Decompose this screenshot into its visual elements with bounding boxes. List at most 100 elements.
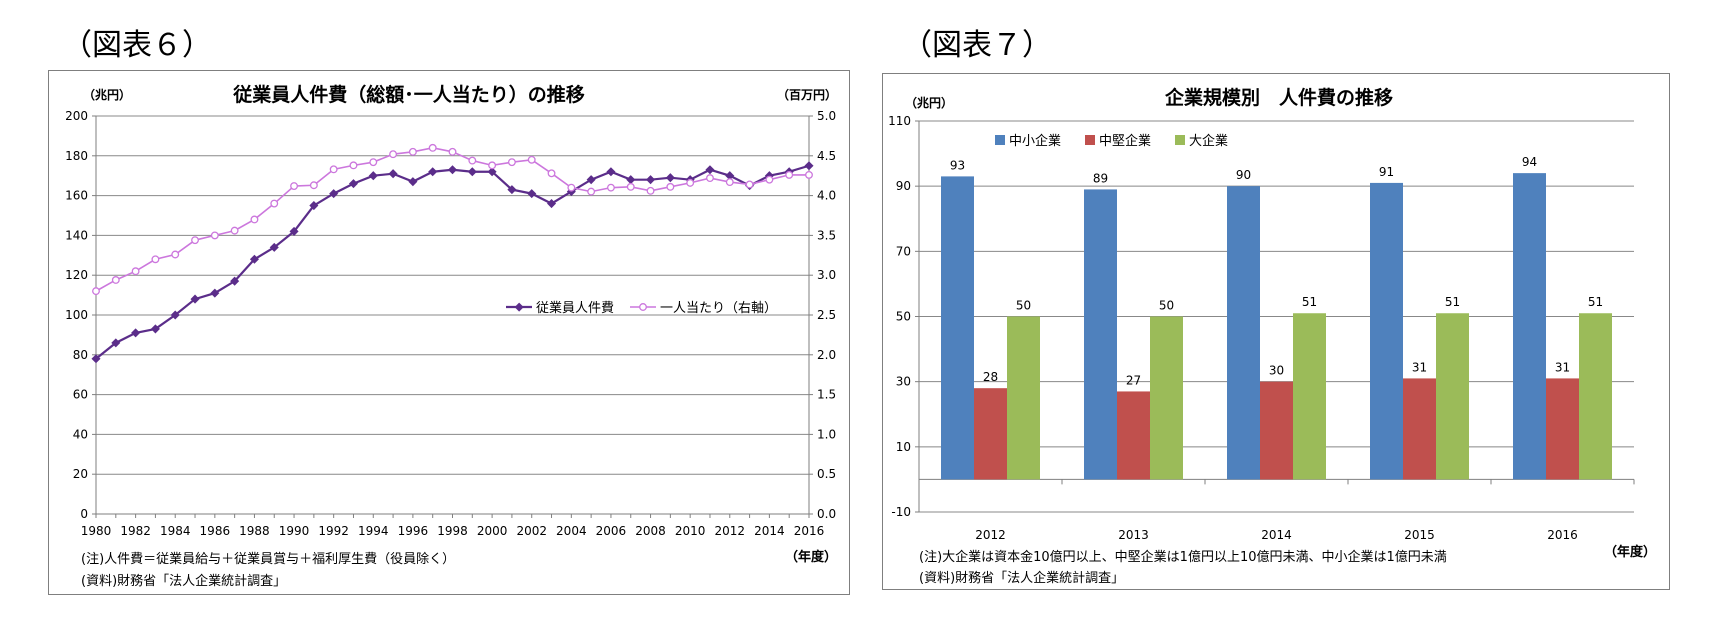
chart6-point-per-capita — [408, 147, 417, 156]
chart6-point-total — [428, 167, 438, 177]
chart7-bar-small — [941, 176, 974, 480]
chart6-left-tick-label: 140 — [65, 228, 88, 242]
figure6-chart: 従業員人件費（総額･一人当たり）の推移 （兆円） （百万円） （年度） (注)人… — [65, 83, 837, 589]
chart6-ylabel-right: （百万円） — [777, 87, 837, 102]
chart7-legend-swatch — [1085, 135, 1095, 145]
chart7-y-tick-label: -10 — [891, 505, 911, 519]
chart6-left-tick-label: 0 — [80, 507, 88, 521]
chart6-x-tick-label: 1992 — [318, 524, 349, 538]
chart7-bar-mid — [1403, 378, 1436, 480]
chart7-data-label: 27 — [1126, 373, 1141, 387]
chart6-left-tick-label: 160 — [65, 189, 88, 203]
chart6-point-total — [111, 338, 121, 348]
chart6-x-tick-label: 1988 — [239, 524, 270, 538]
chart6-point-per-capita — [111, 276, 120, 284]
chart6-x-tick-label: 1986 — [200, 524, 231, 538]
chart7-x-tick-label: 2013 — [1118, 528, 1149, 542]
chart6-x-tick-label: 1984 — [160, 524, 191, 538]
chart6-point-per-capita — [507, 158, 516, 167]
chart6-point-per-capita — [230, 226, 239, 235]
chart6-point-per-capita — [468, 156, 477, 165]
chart6-point-total — [408, 177, 418, 187]
chart7-data-label: 91 — [1379, 165, 1394, 179]
chart6-point-total — [804, 161, 814, 171]
chart6-point-total — [388, 169, 398, 179]
chart6-x-tick-label: 2010 — [675, 524, 706, 538]
chart7-bar-large — [1579, 313, 1612, 480]
chart7-bar-small — [1370, 182, 1403, 480]
chart7-bar-large — [1150, 316, 1183, 480]
chart6-right-tick-label: 4.0 — [817, 189, 836, 203]
chart7-data-label: 28 — [983, 370, 998, 384]
chart6-left-tick-label: 80 — [73, 348, 88, 362]
chart6-series-line-total — [95, 164, 810, 360]
chart7-x-tick-label: 2012 — [975, 528, 1006, 542]
chart6-point-per-capita — [626, 182, 635, 191]
chart6-point-per-capita — [171, 250, 180, 259]
chart6-source: (資料)財務省「法人企業統計調査」 — [81, 573, 286, 589]
chart6-title: 従業員人件費（総額･一人当たり）の推移 — [232, 83, 585, 106]
chart6-point-per-capita — [488, 161, 497, 170]
chart6-x-tick-label: 2012 — [715, 524, 746, 538]
chart7-bar-mid — [974, 388, 1007, 480]
chart7-data-label: 51 — [1302, 295, 1317, 309]
chart6-x-tick-label: 2016 — [794, 524, 825, 538]
chart7-data-label: 51 — [1445, 295, 1460, 309]
chart6-x-tick-label: 2000 — [477, 524, 508, 538]
chart7-bar-small — [1513, 173, 1546, 480]
chart6-point-per-capita — [428, 143, 437, 152]
chart6-legend-label: 一人当たり（右軸） — [660, 301, 777, 316]
chart7-y-tick-label: 50 — [896, 310, 911, 324]
chart7-source: (資料)財務省「法人企業統計調査」 — [919, 570, 1124, 586]
chart6-right-tick-label: 0.5 — [817, 467, 836, 481]
chart6-point-per-capita — [785, 170, 794, 179]
chart6-point-per-capita — [448, 147, 457, 156]
chart6-right-tick-label: 3.0 — [817, 268, 836, 282]
chart6-left-tick-label: 100 — [65, 308, 88, 322]
chart6-right-tick-label: 0.0 — [817, 507, 836, 521]
chart7-bar-large — [1007, 316, 1040, 480]
chart7-bar-large — [1293, 313, 1326, 480]
chart6-legend-marker — [639, 303, 647, 311]
chart6-ylabel-left: （兆円） — [83, 87, 131, 102]
chart7-data-label: 89 — [1093, 171, 1108, 185]
chart6-point-per-capita — [547, 169, 556, 178]
chart6-x-tick-label: 1982 — [120, 524, 151, 538]
chart7-bar-mid — [1260, 381, 1293, 480]
chart7-data-label: 51 — [1588, 295, 1603, 309]
chart6-point-per-capita — [587, 187, 596, 196]
chart6-point-per-capita — [805, 170, 813, 179]
chart7-bar-small — [1084, 189, 1117, 480]
chart6-x-tick-label: 2006 — [596, 524, 627, 538]
chart6-point-total — [289, 226, 299, 236]
chart6-point-total — [507, 185, 517, 195]
chart6-point-total — [447, 165, 458, 175]
chart7-bar-mid — [1546, 378, 1579, 480]
chart6-point-per-capita — [606, 183, 615, 192]
chart7-y-tick-label: 10 — [896, 440, 911, 454]
chart6-point-total — [190, 294, 200, 304]
figure7-label: （図表７） — [902, 28, 1052, 63]
chart6-point-per-capita — [151, 255, 160, 264]
chart6-point-total — [467, 167, 477, 177]
chart6-point-total — [329, 189, 339, 199]
chart7-ylabel: （兆円） — [905, 95, 953, 110]
chart6-note: (注)人件費＝従業員給与＋従業員賞与＋福利厚生費（役員除く） — [81, 551, 455, 567]
chart7-bar-large — [1436, 313, 1469, 480]
chart6-point-total — [131, 328, 141, 338]
figure7-chart: 企業規模別 人件費の推移 （兆円） （年度） (注)大企業は資本金10億円以上、… — [888, 86, 1656, 586]
chart6-point-total — [665, 173, 675, 183]
chart6-xlabel: （年度） — [785, 549, 837, 565]
chart6-point-per-capita — [250, 215, 259, 224]
chart6-point-total — [527, 189, 537, 199]
chart6-point-per-capita — [666, 182, 675, 191]
chart6-right-tick-label: 1.5 — [817, 388, 836, 402]
chart7-y-tick-label: 110 — [888, 114, 911, 128]
chart6-left-tick-label: 40 — [73, 427, 88, 441]
chart7-data-label: 50 — [1016, 299, 1031, 313]
chart6-right-tick-label: 4.5 — [817, 149, 836, 163]
chart6-legend-marker — [514, 302, 524, 312]
chart6-right-tick-label: 5.0 — [817, 109, 836, 123]
chart6-point-per-capita — [725, 178, 734, 187]
chart6-left-tick-label: 20 — [73, 467, 88, 481]
